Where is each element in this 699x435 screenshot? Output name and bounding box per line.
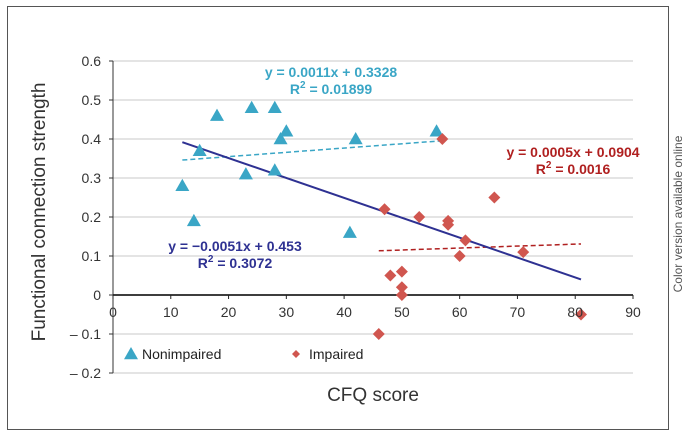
point-nonimpaired	[244, 100, 259, 114]
x-tick-label: 20	[221, 304, 237, 320]
point-impaired	[442, 218, 455, 231]
point-impaired	[459, 234, 472, 247]
nonimpaired-r2: R2 = 0.01899	[290, 80, 372, 97]
x-tick-label: 50	[394, 304, 410, 320]
legend-label-nonimpaired: Nonimpaired	[142, 346, 221, 362]
x-tick-label: 10	[163, 304, 179, 320]
point-impaired	[395, 281, 408, 294]
overall-r2: R2 = 0.3072	[198, 254, 273, 271]
point-impaired	[395, 289, 408, 301]
point-impaired	[488, 191, 501, 204]
x-tick-label: 30	[279, 304, 295, 320]
point-nonimpaired	[348, 132, 363, 145]
point-impaired	[384, 269, 397, 282]
point-impaired	[575, 308, 587, 321]
data-points	[175, 100, 587, 340]
point-impaired	[372, 328, 385, 340]
point-nonimpaired	[279, 124, 294, 137]
x-tick-label: 90	[625, 304, 641, 320]
y-tick-label: 0.6	[82, 53, 102, 69]
point-impaired	[517, 246, 530, 259]
point-nonimpaired	[186, 213, 201, 227]
point-impaired	[378, 203, 391, 216]
point-nonimpaired	[429, 124, 444, 137]
y-tick-label: – 0.2	[70, 365, 101, 381]
y-tick-label: 0.5	[82, 92, 102, 108]
y-tick-label: 0.2	[82, 209, 102, 225]
impaired-r2: R2 = 0.0016	[536, 160, 611, 177]
trend-line-impaired	[378, 243, 582, 252]
point-nonimpaired	[267, 163, 282, 176]
x-tick-label: 80	[567, 304, 583, 320]
y-tick-label: 0.3	[82, 170, 102, 186]
point-impaired	[436, 133, 449, 145]
impaired-equation: y = 0.0005x + 0.0904	[506, 144, 639, 160]
x-tick-label: 60	[452, 304, 468, 320]
y-tick-label: – 0.1	[70, 326, 101, 342]
y-tick-label: 0.1	[82, 248, 102, 264]
x-tick-label: 70	[510, 304, 526, 320]
trend-line-nonimpaired	[182, 140, 443, 161]
point-impaired	[453, 250, 466, 262]
axis-labels: 0.6 0.5 0.4 0.3 0.2 0.1 0 – 0.1 – 0.2 0 10 20 30 40 50…	[29, 53, 641, 406]
x-axis-title: CFQ score	[327, 385, 419, 406]
y-axis-title: Functional connection strength	[29, 83, 50, 342]
gridlines	[113, 60, 633, 374]
nonimpaired-equation: y = 0.0011x + 0.3328	[265, 64, 398, 80]
y-tick-label: 0	[93, 287, 101, 303]
x-tick-label: 0	[109, 304, 117, 320]
legend-label-impaired: Impaired	[309, 346, 363, 362]
point-nonimpaired	[238, 167, 253, 180]
point-nonimpaired	[210, 108, 224, 121]
point-nonimpaired	[273, 132, 288, 145]
y-tick-label: 0.4	[82, 131, 102, 147]
x-tick-label: 40	[336, 304, 352, 320]
point-nonimpaired	[175, 178, 190, 192]
overall-equation: y = −0.0051x + 0.453	[168, 238, 302, 254]
point-nonimpaired	[342, 225, 357, 238]
legend-marker-impaired	[292, 350, 300, 358]
point-impaired	[413, 211, 426, 223]
point-impaired	[395, 265, 408, 278]
legend: Nonimpaired Impaired	[124, 346, 363, 362]
legend-marker-nonimpaired	[124, 347, 138, 360]
point-nonimpaired	[192, 143, 207, 156]
chart-frame	[7, 6, 669, 430]
point-nonimpaired	[267, 100, 282, 114]
